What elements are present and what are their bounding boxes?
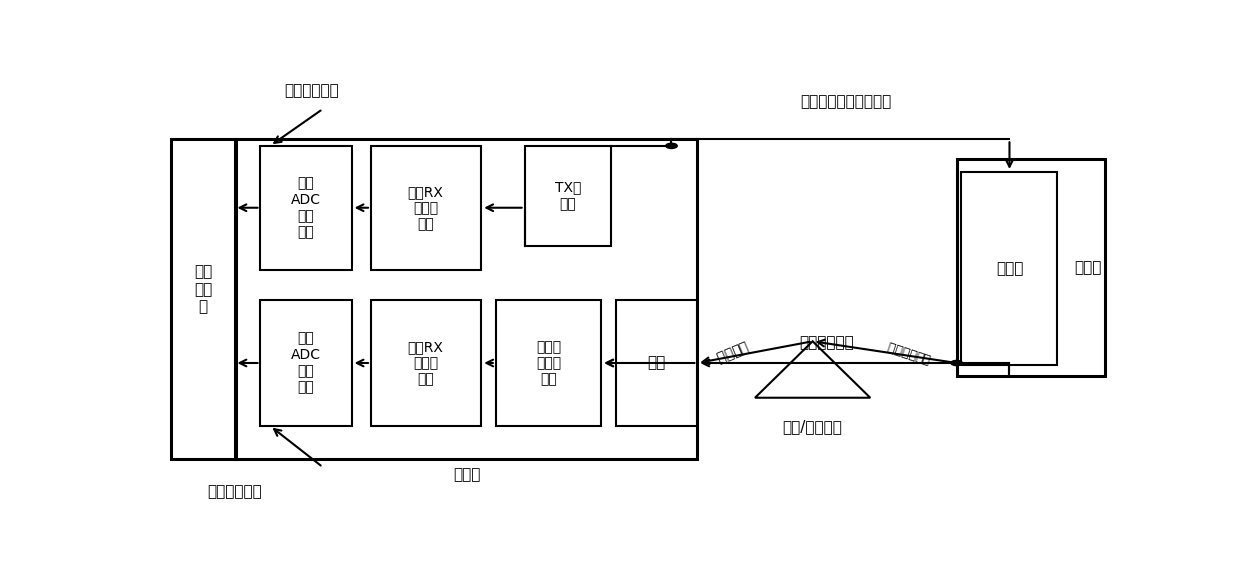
- Text: 天线: 天线: [647, 355, 665, 371]
- Bar: [616, 300, 698, 426]
- Polygon shape: [755, 341, 870, 398]
- Text: 反馈信号: 反馈信号: [712, 339, 750, 365]
- Text: 第二RX
接收射
频器: 第二RX 接收射 频器: [408, 340, 444, 386]
- Text: 数字
处理
器: 数字 处理 器: [193, 265, 212, 314]
- Text: 第一
ADC
采集
模块: 第一 ADC 采集 模块: [291, 177, 321, 239]
- Bar: [961, 172, 1057, 365]
- Bar: [260, 146, 352, 270]
- Text: 接收器: 接收器: [453, 468, 481, 483]
- Text: 激励器: 激励器: [1074, 260, 1101, 275]
- Text: 射频激励信号: 射频激励信号: [799, 335, 855, 350]
- Circle shape: [950, 360, 963, 365]
- Bar: [957, 159, 1105, 376]
- Bar: [524, 146, 611, 246]
- Text: 终端/被测物体: 终端/被测物体: [783, 420, 843, 434]
- Bar: [370, 146, 481, 270]
- Bar: [237, 139, 698, 459]
- Bar: [370, 300, 481, 426]
- Text: 射频发射信号（有线）: 射频发射信号（有线）: [800, 94, 892, 109]
- Text: 射频干
扰对消
模块: 射频干 扰对消 模块: [536, 340, 561, 386]
- Text: 放大器: 放大器: [996, 261, 1023, 276]
- Text: TX发
射器: TX发 射器: [555, 180, 581, 211]
- Text: 第二输入信号: 第二输入信号: [208, 484, 263, 499]
- Circle shape: [665, 143, 678, 148]
- Text: 第一RX
接收射
频器: 第一RX 接收射 频器: [408, 185, 444, 231]
- Text: 第二
ADC
采集
模块: 第二 ADC 采集 模块: [291, 332, 321, 394]
- Text: 射频激励信号: 射频激励信号: [885, 339, 932, 365]
- Bar: [171, 139, 234, 459]
- Text: 第一输入信号: 第一输入信号: [285, 83, 339, 98]
- Bar: [260, 300, 352, 426]
- Bar: [496, 300, 601, 426]
